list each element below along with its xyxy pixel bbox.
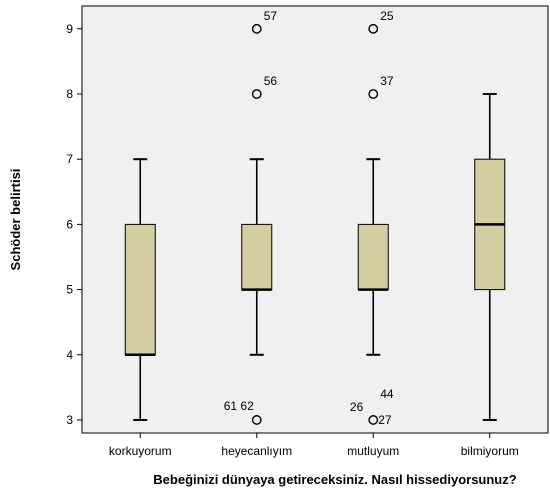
outlier-label: 25 bbox=[380, 9, 394, 23]
outlier-label: 27 bbox=[378, 413, 392, 427]
x-axis-title: Bebeğinizi dünyaya getireceksiniz. Nasıl… bbox=[153, 472, 516, 487]
box-group-mutluyum: 25 37 26 44 27 bbox=[350, 9, 394, 427]
y-tick-label: 8 bbox=[66, 87, 73, 101]
box bbox=[357, 223, 389, 291]
y-tick-label: 9 bbox=[66, 22, 73, 36]
y-axis-title: Schöder belirtisi bbox=[8, 169, 23, 271]
outlier-label: 56 bbox=[264, 74, 278, 88]
x-axis: korkuyorum heyecanlıyım mutluyum bilmiyorum bbox=[109, 433, 519, 458]
x-tick-label: mutluyum bbox=[347, 444, 399, 458]
box bbox=[124, 223, 156, 356]
outlier-label: 61 62 bbox=[224, 399, 254, 413]
box-group-heyecanlıyım: 57 56 61 62 bbox=[224, 9, 278, 425]
outlier-label: 57 bbox=[264, 9, 278, 23]
box-group-korkuyorum bbox=[124, 158, 156, 421]
y-tick-label: 5 bbox=[66, 283, 73, 297]
boxes-layer: 57 56 61 62 25 37 26 44 27 bbox=[124, 9, 506, 427]
outlier-label: 37 bbox=[380, 74, 394, 88]
outlier-point bbox=[251, 415, 262, 425]
outlier-label: 44 bbox=[380, 387, 394, 401]
y-tick-label: 7 bbox=[66, 152, 73, 166]
box-group-bilmiyorum bbox=[474, 93, 506, 421]
outlier-point bbox=[251, 89, 262, 99]
plot-area bbox=[81, 5, 549, 434]
outlier-point bbox=[368, 89, 379, 99]
outlier-label: 26 bbox=[350, 400, 364, 414]
y-axis: 3 4 5 6 7 8 9 bbox=[66, 22, 82, 427]
outlier-point bbox=[251, 23, 262, 34]
outlier-point bbox=[368, 415, 379, 425]
y-tick-label: 6 bbox=[66, 217, 73, 231]
y-tick-label: 3 bbox=[66, 413, 73, 427]
x-tick-label: bilmiyorum bbox=[461, 444, 519, 458]
x-tick-label: heyecanlıyım bbox=[221, 444, 292, 458]
x-tick-label: korkuyorum bbox=[109, 444, 172, 458]
outlier-point bbox=[368, 23, 379, 34]
y-tick-label: 4 bbox=[66, 348, 73, 362]
box bbox=[241, 223, 273, 291]
